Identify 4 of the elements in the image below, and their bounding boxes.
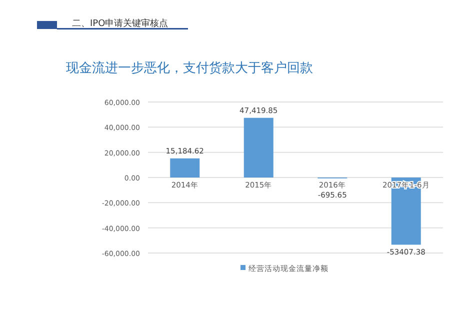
chart-subtitle: 现金流进一步恶化，支付货款大于客户回款 bbox=[66, 60, 313, 76]
bar bbox=[244, 118, 274, 178]
bar bbox=[170, 158, 200, 178]
chart-title: 二、IPO申请关键审核点 bbox=[72, 18, 168, 29]
